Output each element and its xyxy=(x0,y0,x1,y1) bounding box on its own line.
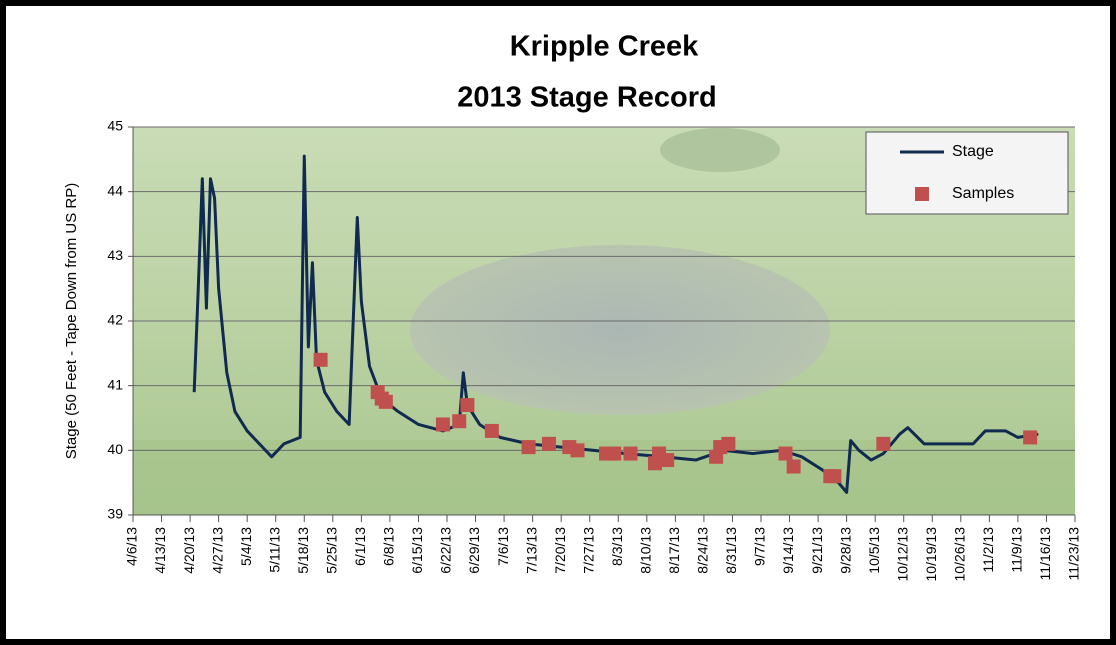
sample-marker xyxy=(522,440,536,454)
chart-subtitle: 2013 Stage Record xyxy=(457,82,717,114)
x-tick-label: 5/18/13 xyxy=(295,527,311,574)
sample-marker xyxy=(607,447,621,461)
sample-marker xyxy=(721,437,735,451)
y-tick-label: 44 xyxy=(107,182,123,198)
y-tick-label: 39 xyxy=(107,506,123,522)
x-tick-label: 9/28/13 xyxy=(837,527,853,574)
chart-title: Kripple Creek xyxy=(510,31,699,63)
x-tick-label: 11/2/13 xyxy=(980,527,996,573)
x-tick-label: 6/29/13 xyxy=(466,527,482,574)
x-tick-label: 5/25/13 xyxy=(324,527,340,574)
y-tick-label: 42 xyxy=(107,312,123,328)
sample-marker xyxy=(452,414,466,428)
x-tick-label: 10/26/13 xyxy=(952,527,968,582)
sample-marker xyxy=(827,469,841,483)
x-tick-label: 6/15/13 xyxy=(409,527,425,574)
sample-marker xyxy=(660,453,674,467)
legend-label: Stage xyxy=(952,143,994,160)
x-tick-label: 9/14/13 xyxy=(780,527,796,574)
x-tick-label: 4/20/13 xyxy=(181,527,197,574)
y-tick-label: 40 xyxy=(107,441,123,457)
y-tick-label: 43 xyxy=(107,247,123,263)
sample-marker xyxy=(787,460,801,474)
x-tick-label: 11/9/13 xyxy=(1009,527,1025,573)
x-tick-label: 10/19/13 xyxy=(923,527,939,582)
sample-marker xyxy=(624,447,638,461)
x-tick-label: 4/13/13 xyxy=(152,527,168,574)
x-tick-label: 9/7/13 xyxy=(752,527,768,566)
x-tick-label: 8/31/13 xyxy=(723,527,739,574)
y-tick-label: 45 xyxy=(107,118,123,134)
sample-marker xyxy=(542,437,556,451)
sample-marker xyxy=(1023,430,1037,444)
legend-label: Samples xyxy=(952,185,1014,202)
x-tick-label: 8/10/13 xyxy=(638,527,654,574)
x-tick-label: 7/13/13 xyxy=(523,527,539,574)
x-tick-label: 7/27/13 xyxy=(580,527,596,574)
x-tick-label: 7/6/13 xyxy=(495,527,511,566)
page: Kripple Creek 2013 Stage Record Stage (5… xyxy=(0,0,1116,645)
x-tick-label: 11/23/13 xyxy=(1066,527,1082,581)
x-tick-label: 8/17/13 xyxy=(666,527,682,574)
x-tick-label: 6/1/13 xyxy=(352,527,368,566)
x-tick-label: 5/11/13 xyxy=(266,527,282,573)
sample-marker xyxy=(436,417,450,431)
x-tick-label: 6/8/13 xyxy=(381,527,397,566)
x-tick-label: 10/12/13 xyxy=(894,527,910,582)
x-tick-label: 8/3/13 xyxy=(609,527,625,566)
legend-swatch xyxy=(915,187,929,201)
chart: Kripple Creek 2013 Stage Record Stage (5… xyxy=(0,0,1116,645)
sample-marker xyxy=(379,395,393,409)
sample-marker xyxy=(460,398,474,412)
x-tick-label: 6/22/13 xyxy=(438,527,454,574)
y-tick-label: 41 xyxy=(107,376,123,392)
sample-marker xyxy=(314,353,328,367)
x-tick-label: 5/4/13 xyxy=(238,527,254,566)
y-axis-label: Stage (50 Feet - Tape Down from US RP) xyxy=(63,183,80,460)
x-tick-label: 9/21/13 xyxy=(809,527,825,574)
sample-marker xyxy=(778,447,792,461)
x-tick-label: 7/20/13 xyxy=(552,527,568,574)
sample-marker xyxy=(485,424,499,438)
sample-marker xyxy=(570,443,584,457)
sample-marker xyxy=(876,437,890,451)
x-tick-label: 10/5/13 xyxy=(866,527,882,574)
x-tick-label: 4/27/13 xyxy=(209,527,225,574)
x-tick-label: 4/6/13 xyxy=(124,527,140,566)
x-tick-label: 8/24/13 xyxy=(695,527,711,574)
x-tick-label: 11/16/13 xyxy=(1037,527,1053,581)
